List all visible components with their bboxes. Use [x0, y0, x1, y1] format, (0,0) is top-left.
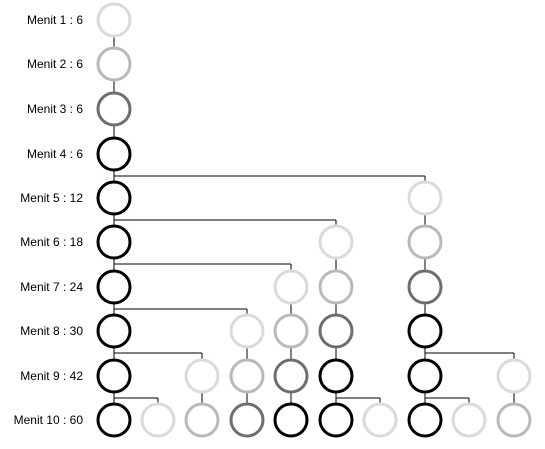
cell-circle — [318, 313, 354, 349]
cell-circle — [229, 402, 265, 438]
cell-circle — [229, 358, 265, 394]
cell-circles — [96, 2, 532, 438]
cell-circle — [96, 180, 132, 216]
cell-circle — [96, 46, 132, 82]
connector-lines — [113, 20, 515, 420]
cell-circle — [96, 136, 132, 172]
row-label: Menit 7 : 24 — [20, 280, 83, 294]
row-label: Menit 9 : 42 — [20, 369, 83, 383]
cell-circle — [273, 313, 309, 349]
cell-circle — [273, 269, 309, 305]
cell-circle — [96, 313, 132, 349]
cell-circle — [496, 402, 532, 438]
row-label: Menit 4 : 6 — [27, 147, 83, 161]
cell-circle — [362, 402, 398, 438]
cell-circle — [407, 313, 443, 349]
cell-circle — [96, 269, 132, 305]
cell-circle — [140, 402, 176, 438]
cell-circle — [407, 358, 443, 394]
cell-circle — [318, 224, 354, 260]
cell-circle — [318, 358, 354, 394]
cell-circle — [184, 402, 220, 438]
cell-circle — [229, 313, 265, 349]
cell-circle — [96, 91, 132, 127]
row-label: Menit 6 : 18 — [20, 235, 83, 249]
cell-circle — [96, 224, 132, 260]
row-label: Menit 10 : 60 — [14, 413, 84, 427]
cell-circle — [273, 358, 309, 394]
row-label: Menit 3 : 6 — [27, 102, 83, 116]
cell-circle — [407, 269, 443, 305]
cell-circle — [451, 402, 487, 438]
cell-circle — [407, 224, 443, 260]
row-label: Menit 5 : 12 — [20, 191, 83, 205]
row-label: Menit 2 : 6 — [27, 57, 83, 71]
row-labels: Menit 1 : 6 Menit 2 : 6 Menit 3 : 6 Menit 4… — [14, 13, 84, 427]
cell-circle — [407, 402, 443, 438]
row-label: Menit 8 : 30 — [20, 324, 83, 338]
cell-circle — [318, 402, 354, 438]
cell-circle — [496, 358, 532, 394]
row-label: Menit 1 : 6 — [27, 13, 83, 27]
cell-circle — [318, 269, 354, 305]
cell-circle — [184, 358, 220, 394]
cell-circle — [273, 402, 309, 438]
cell-circle — [407, 180, 443, 216]
cell-circle — [96, 2, 132, 38]
cell-circle — [96, 358, 132, 394]
cell-circle — [96, 402, 132, 438]
